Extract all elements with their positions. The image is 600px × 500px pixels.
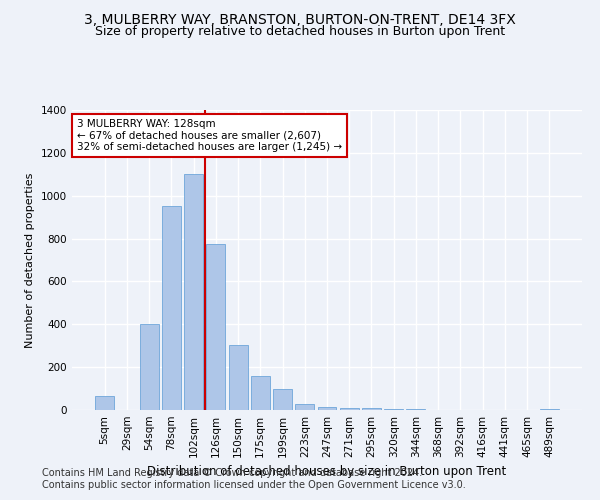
Bar: [184, 174, 203, 410]
Text: 3, MULBERRY WAY, BRANSTON, BURTON-ON-TRENT, DE14 3FX: 3, MULBERRY WAY, BRANSTON, BURTON-ON-TRE…: [84, 12, 516, 26]
Text: Contains HM Land Registry data © Crown copyright and database right 2024.: Contains HM Land Registry data © Crown c…: [42, 468, 422, 477]
Bar: [317, 408, 337, 410]
Text: Size of property relative to detached houses in Burton upon Trent: Size of property relative to detached ho…: [95, 25, 505, 38]
Bar: [340, 408, 359, 410]
Bar: [251, 376, 270, 410]
Bar: [273, 388, 292, 410]
Text: Contains public sector information licensed under the Open Government Licence v3: Contains public sector information licen…: [42, 480, 466, 490]
Bar: [295, 404, 314, 410]
Y-axis label: Number of detached properties: Number of detached properties: [25, 172, 35, 348]
Bar: [140, 324, 158, 410]
Text: 3 MULBERRY WAY: 128sqm
← 67% of detached houses are smaller (2,607)
32% of semi-: 3 MULBERRY WAY: 128sqm ← 67% of detached…: [77, 119, 342, 152]
Bar: [540, 409, 559, 410]
Bar: [229, 344, 248, 410]
Bar: [162, 206, 181, 410]
X-axis label: Distribution of detached houses by size in Burton upon Trent: Distribution of detached houses by size …: [148, 466, 506, 478]
Bar: [362, 408, 381, 410]
Bar: [384, 409, 403, 410]
Bar: [206, 244, 225, 410]
Bar: [95, 396, 114, 410]
